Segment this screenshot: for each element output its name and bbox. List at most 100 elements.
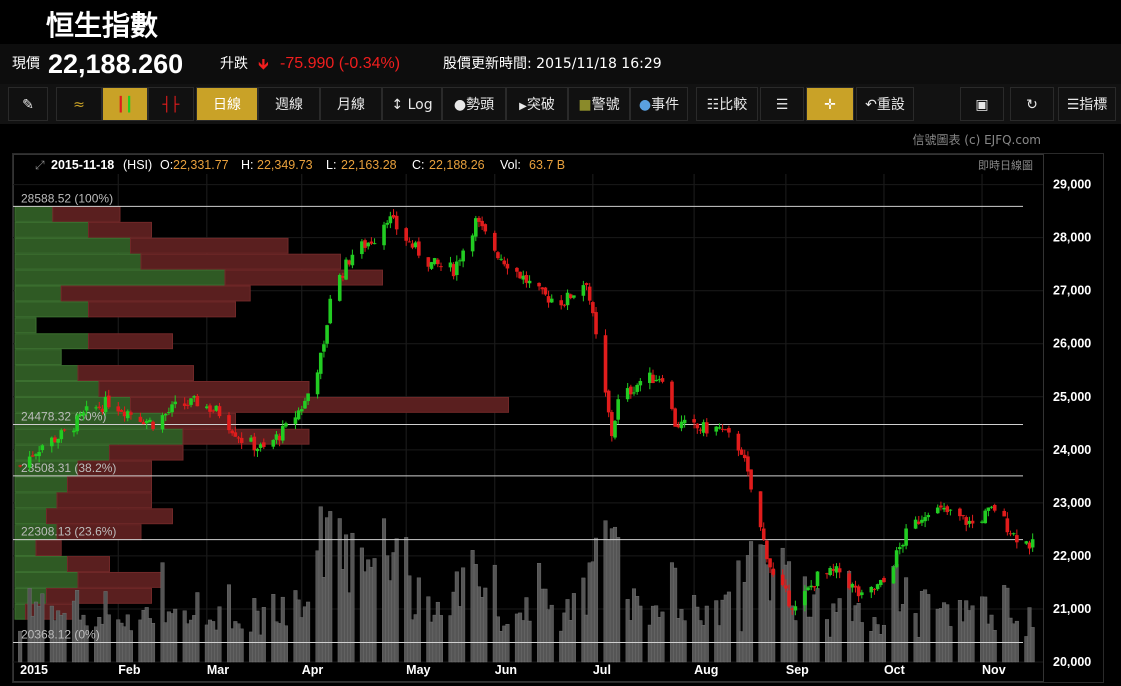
draw-tool-button[interactable]: ✎ bbox=[8, 87, 48, 121]
profile-bar-down bbox=[35, 540, 62, 557]
fib-label: 24478.32 (50%) bbox=[21, 409, 106, 423]
candle-body bbox=[543, 287, 548, 295]
candle-body bbox=[515, 267, 519, 272]
compare-label: 比較 bbox=[719, 97, 748, 113]
candle-body bbox=[347, 260, 352, 265]
candle-body bbox=[594, 312, 598, 335]
candle-body bbox=[935, 507, 940, 514]
candle-body bbox=[803, 591, 807, 606]
candle-body bbox=[714, 426, 719, 432]
profile-bar-up bbox=[14, 205, 54, 222]
volume-bar bbox=[483, 587, 488, 663]
x-tick-label: Oct bbox=[884, 663, 906, 677]
crosshair-icon: ✛ bbox=[824, 97, 836, 113]
info-close: 22,188.26 bbox=[429, 158, 485, 172]
ohlc-chart-button[interactable]: ┤├ bbox=[148, 87, 194, 121]
expand-icon[interactable]: ⤢ bbox=[34, 158, 45, 172]
compare-button[interactable]: ☷比較 bbox=[696, 87, 758, 121]
profile-bar-up bbox=[14, 317, 37, 334]
alert-button[interactable]: ■警號 bbox=[568, 87, 630, 121]
candle-body bbox=[809, 585, 813, 588]
profile-bar-down bbox=[46, 587, 152, 604]
volume-bar bbox=[306, 601, 311, 663]
candle-body bbox=[701, 422, 706, 433]
save-button[interactable]: ▣ bbox=[960, 87, 1004, 121]
candle-body bbox=[704, 422, 709, 434]
x-tick-label: Feb bbox=[118, 663, 141, 677]
candle-body bbox=[277, 435, 282, 441]
candle-body bbox=[341, 275, 345, 278]
reset-button[interactable]: ↶重設 bbox=[856, 87, 914, 121]
pencil-icon: ✎ bbox=[22, 97, 34, 113]
price-label: 現價 bbox=[12, 56, 40, 72]
candle-body bbox=[261, 442, 266, 447]
candle-body bbox=[318, 352, 323, 374]
price-chart[interactable]: 28588.52 (100%) 24478.32 (50%) 23508.31 (3… bbox=[13, 154, 1103, 682]
event-button[interactable]: ●事件 bbox=[630, 87, 688, 121]
candle-body bbox=[787, 590, 791, 607]
candle-body bbox=[410, 243, 415, 248]
candle-body bbox=[872, 589, 877, 591]
candle-body bbox=[97, 406, 102, 409]
candle-body bbox=[31, 455, 35, 457]
candle-body bbox=[581, 285, 586, 296]
tab-monthly[interactable]: 月線 bbox=[320, 87, 382, 121]
candle-body bbox=[306, 393, 310, 402]
candle-body bbox=[173, 401, 178, 405]
candle-body bbox=[170, 404, 174, 413]
candle-body bbox=[828, 568, 832, 575]
candle-body bbox=[584, 283, 589, 285]
log-scale-button[interactable]: ↕ Log bbox=[382, 87, 442, 121]
volume-bars bbox=[18, 506, 1035, 663]
candle-body bbox=[455, 261, 459, 276]
volume-bar bbox=[992, 630, 997, 663]
trend-button[interactable]: ●勢頭 bbox=[442, 87, 506, 121]
volume-bar bbox=[926, 594, 931, 663]
info-open: 22,331.77 bbox=[173, 158, 229, 172]
refresh-button[interactable]: ↻ bbox=[1010, 87, 1054, 121]
profile-bar-up bbox=[14, 301, 89, 318]
candlesticks bbox=[18, 209, 1035, 616]
candle-body bbox=[429, 262, 434, 269]
candle-body bbox=[591, 302, 595, 314]
candle-body bbox=[695, 423, 700, 429]
candle-body bbox=[660, 378, 665, 382]
refresh-icon: ↻ bbox=[1026, 97, 1038, 113]
volume-bar bbox=[1014, 620, 1019, 663]
y-tick-label: 28,000 bbox=[1053, 231, 1091, 245]
candle-chart-button[interactable]: ┃┃ bbox=[102, 87, 148, 121]
document-button[interactable]: ☰ bbox=[760, 87, 804, 121]
candle-body bbox=[160, 415, 165, 430]
tab-weekly[interactable]: 週線 bbox=[258, 87, 320, 121]
candle-body bbox=[632, 392, 636, 394]
volume-bar bbox=[682, 620, 687, 663]
breakout-button[interactable]: ▶突破 bbox=[506, 87, 568, 121]
candle-body bbox=[831, 568, 836, 571]
indicator-button[interactable]: ☰指標 bbox=[1058, 87, 1116, 121]
profile-bar-up bbox=[14, 365, 79, 382]
line-chart-button[interactable]: ≈ bbox=[56, 87, 102, 121]
candle-body bbox=[34, 454, 38, 456]
page-title: 恒生指數 bbox=[46, 9, 159, 42]
candle-body bbox=[293, 417, 298, 424]
candle-body bbox=[18, 465, 22, 467]
y-tick-label: 29,000 bbox=[1053, 178, 1091, 192]
crosshair-button[interactable]: ✛ bbox=[806, 87, 854, 121]
title-bar: 恒生指數 bbox=[0, 0, 1121, 44]
volume-bar bbox=[217, 606, 222, 663]
profile-bar-down bbox=[88, 301, 236, 318]
profile-bar-up bbox=[14, 285, 62, 302]
volume-bar bbox=[660, 611, 665, 663]
candle-body bbox=[682, 419, 687, 424]
volume-bar bbox=[226, 584, 231, 663]
candle-body bbox=[847, 573, 851, 589]
chart-panel[interactable]: 28588.52 (100%) 24478.32 (50%) 23508.31 (3… bbox=[12, 153, 1104, 683]
candle-body bbox=[50, 437, 54, 447]
candle-body bbox=[651, 374, 655, 384]
volume-bar bbox=[793, 620, 798, 663]
candle-body bbox=[606, 390, 611, 413]
pin-icon: ● bbox=[638, 97, 652, 113]
tab-daily[interactable]: 日線 bbox=[196, 87, 258, 121]
profile-bar-down bbox=[140, 253, 341, 270]
candle-body bbox=[1015, 535, 1019, 543]
